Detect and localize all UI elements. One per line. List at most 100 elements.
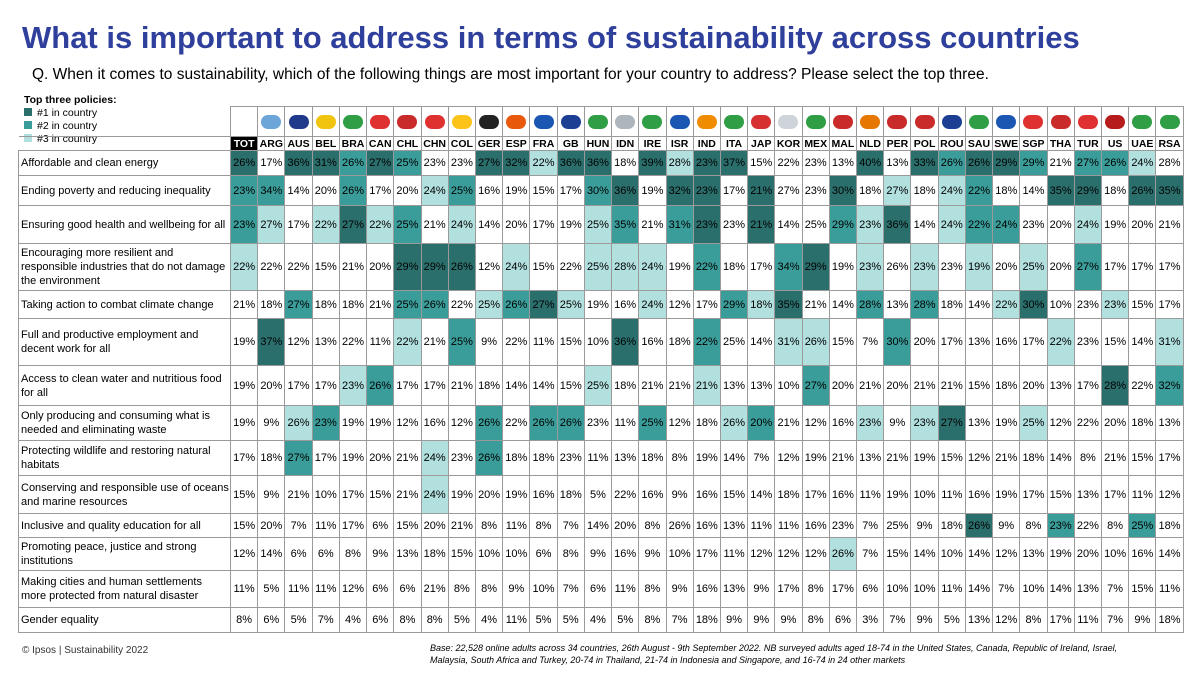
cell-value: 19% [366,405,395,441]
cell-value: 20% [420,513,449,538]
cell-value: 10% [883,570,912,608]
cell-value: 23% [338,365,368,406]
cell-value: 9% [747,607,776,633]
cell-value: 14% [747,318,776,366]
cell-value: 5% [937,607,966,633]
cell-value: 25% [801,205,830,244]
cell-value: 23% [556,440,585,476]
cell-value: 17% [1100,243,1130,291]
cell-value: 27% [474,150,504,176]
cell-value: 13% [1073,570,1103,608]
cell-value: 12% [447,405,476,441]
cell-value: 9% [257,475,286,514]
row-label: Protecting wildlife and restoring natura… [18,440,231,476]
cell-value: 14% [910,205,939,244]
cell-value: 16% [638,475,667,514]
column-header: KOR [774,136,803,151]
cell-value: 21% [665,365,694,406]
cell-value: 35% [1046,175,1075,206]
cell-value: 12% [774,537,803,571]
flag-icon [587,114,608,129]
cell-value: 16% [801,513,830,538]
cell-value: 12% [665,405,694,441]
flag-icon [887,114,908,129]
flag-cell [1100,106,1130,137]
cell-value: 21% [992,440,1021,476]
cell-value: 28% [856,290,885,319]
cell-value: 13% [856,440,885,476]
cell-value: 15% [828,318,858,366]
cell-value: 12% [747,537,776,571]
flag-icon [315,114,336,129]
cell-value: 11% [937,570,966,608]
flag-icon [342,114,363,129]
cell-value: 24% [420,475,449,514]
cell-value: 27% [937,405,966,441]
cell-value: 7% [856,513,885,538]
cell-value: 7% [1100,607,1130,633]
cell-value: 9% [366,537,395,571]
cell-value: 36% [611,318,640,366]
flag-icon [1077,114,1098,129]
cell-value: 17% [420,365,449,406]
cell-value: 26% [474,440,504,476]
cell-value: 14% [474,205,504,244]
cell-value: 17% [556,175,585,206]
cell-value: 23% [1073,318,1103,366]
cell-value: 5% [611,607,640,633]
cell-value: 26% [1128,175,1157,206]
column-header: IDN [611,136,640,151]
flag-cell [257,106,286,137]
legend-label: #1 in country [37,107,98,119]
flag-cell [801,106,830,137]
column-header: RSA [1155,136,1184,151]
cell-value: 18% [502,440,531,476]
cell-value: 21% [284,475,313,514]
cell-value: 13% [1019,537,1048,571]
cell-value: 21% [910,365,939,406]
cell-value: 13% [883,290,912,319]
cell-value: 21% [1100,440,1130,476]
cell-value: 8% [801,570,830,608]
cell-value: 11% [774,513,803,538]
cell-value: 27% [1073,150,1103,176]
column-header: GB [556,136,585,151]
cell-value: 22% [774,150,803,176]
cell-value: 12% [338,570,368,608]
flag-icon [724,114,745,129]
cell-value: 15% [1046,475,1075,514]
table-row: Encouraging more resilient and responsib… [18,243,1184,291]
legend-swatch [24,121,32,129]
cell-value: 22% [964,175,994,206]
cell-value: 19% [229,405,259,441]
column-header: US [1100,136,1130,151]
cell-value: 17% [229,440,259,476]
cell-value: 17% [747,243,776,291]
cell-value: 9% [747,570,776,608]
cell-value: 22% [1046,318,1075,366]
cell-value: 23% [229,175,259,206]
cell-value: 10% [910,570,939,608]
cell-value: 15% [719,475,749,514]
table-row: Promoting peace, justice and strong inst… [18,537,1184,571]
cell-value: 12% [229,537,259,571]
cell-value: 25% [447,318,476,366]
cell-value: 26% [229,150,259,176]
cell-value: 18% [257,290,286,319]
cell-value: 3% [856,607,885,633]
cell-value: 17% [1073,365,1103,406]
cell-value: 14% [284,175,313,206]
cell-value: 28% [611,243,640,291]
column-header: NLD [856,136,885,151]
cell-value: 31% [1155,318,1184,366]
column-header: CHN [420,136,449,151]
question: Q. When it comes to sustainability, whic… [32,66,989,83]
cell-value: 20% [366,243,395,291]
flag-icon [751,114,772,129]
cell-value: 15% [556,318,585,366]
cell-value: 29% [828,205,858,244]
cell-value: 27% [284,440,313,476]
cell-value: 22% [964,205,994,244]
flag-icon [1023,114,1044,129]
cell-value: 9% [774,607,803,633]
